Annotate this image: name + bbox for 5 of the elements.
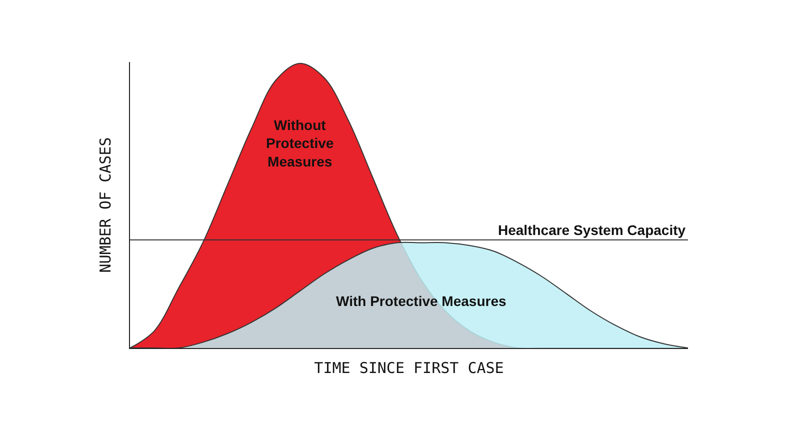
ref-line-label: Healthcare System Capacity [498,222,686,238]
series-label: Without Protective Measures [266,117,334,170]
series-label: With Protective Measures [336,293,506,309]
y-axis-title: NUMBER OF CASES [96,137,114,273]
x-axis-title: TIME SINCE FIRST CASE [314,359,504,377]
